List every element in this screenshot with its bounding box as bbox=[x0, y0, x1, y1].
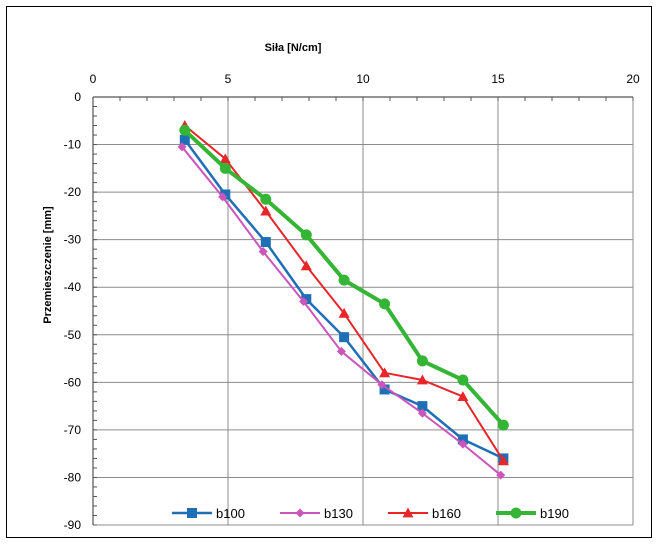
data-point-b190 bbox=[179, 124, 191, 136]
data-point-b130 bbox=[299, 296, 309, 306]
series-b100 bbox=[179, 134, 509, 464]
data-point-b130 bbox=[377, 380, 387, 390]
legend-marker bbox=[187, 508, 197, 518]
y-tick-label: 0 bbox=[74, 90, 81, 104]
data-point-b160 bbox=[219, 153, 231, 164]
y-axis-title: Przemieszczenie [mm] bbox=[42, 206, 54, 324]
data-point-b160 bbox=[260, 205, 272, 216]
x-tick-label: 10 bbox=[356, 72, 370, 86]
legend-item-b130: b130 bbox=[280, 506, 353, 521]
data-point-b160 bbox=[300, 260, 312, 271]
data-point-b100 bbox=[339, 332, 350, 343]
x-axis-title: Siła [N/cm] bbox=[265, 42, 322, 54]
legend-marker bbox=[510, 507, 522, 519]
gridlines bbox=[92, 96, 634, 526]
data-point-b190 bbox=[497, 419, 509, 431]
data-point-b100 bbox=[260, 237, 271, 248]
legend-marker bbox=[402, 507, 414, 518]
legend-label: b130 bbox=[324, 506, 353, 521]
data-point-b160 bbox=[338, 307, 350, 318]
series-b190 bbox=[179, 124, 509, 431]
x-tick-label: 0 bbox=[90, 72, 97, 86]
y-tick-label: -70 bbox=[64, 423, 82, 437]
data-point-b130 bbox=[417, 408, 427, 418]
data-point-b100 bbox=[417, 401, 428, 412]
x-tick-label: 5 bbox=[225, 72, 232, 86]
line-chart: Siła [N/cm] Przemieszczenie [mm] 0 5 10 15 2… bbox=[42, 42, 640, 532]
data-point-b160 bbox=[379, 367, 391, 378]
series-b130 bbox=[177, 142, 506, 480]
x-tick-label: 15 bbox=[491, 72, 505, 86]
legend-item-b100: b100 bbox=[172, 506, 245, 521]
data-point-b130 bbox=[336, 346, 346, 356]
y-tick-label: -20 bbox=[64, 185, 82, 199]
data-point-b190 bbox=[379, 298, 391, 310]
x-tick-label: 20 bbox=[626, 72, 640, 86]
legend-item-b190: b190 bbox=[496, 506, 569, 521]
data-point-b130 bbox=[458, 439, 468, 449]
tick-labels: 0 5 10 15 20 0 -10 -20 -30 -40 -50 -60 -70 -80 -90 bbox=[64, 72, 640, 532]
y-tick-label: -10 bbox=[64, 138, 82, 152]
y-tick-label: -30 bbox=[64, 233, 82, 247]
legend-label: b100 bbox=[216, 506, 245, 521]
y-tick-label: -50 bbox=[64, 328, 82, 342]
y-tick-label: -90 bbox=[64, 518, 82, 532]
data-point-b100 bbox=[379, 384, 390, 395]
data-point-b160 bbox=[416, 374, 428, 385]
data-point-b100 bbox=[220, 189, 231, 200]
legend-marker bbox=[295, 508, 305, 518]
data-point-b190 bbox=[457, 374, 469, 386]
data-point-b100 bbox=[457, 434, 468, 445]
data-point-b100 bbox=[301, 294, 312, 305]
legend-item-b160: b160 bbox=[388, 506, 461, 521]
legend-label: b190 bbox=[540, 506, 569, 521]
legend-label: b160 bbox=[432, 506, 461, 521]
data-point-b130 bbox=[496, 470, 506, 480]
data-point-b100 bbox=[179, 134, 190, 145]
data-point-b160 bbox=[497, 455, 509, 466]
y-tick-label: -40 bbox=[64, 280, 82, 294]
y-tick-label: -60 bbox=[64, 375, 82, 389]
data-point-b190 bbox=[260, 193, 272, 205]
data-point-b190 bbox=[219, 162, 231, 174]
data-point-b130 bbox=[218, 192, 228, 202]
data-point-b190 bbox=[300, 229, 312, 241]
axes bbox=[92, 96, 634, 526]
series-group bbox=[177, 120, 509, 480]
series-line-b100 bbox=[183, 139, 504, 460]
data-point-b160 bbox=[457, 391, 469, 401]
y-tick-label: -80 bbox=[64, 470, 82, 484]
legend: b100 b130 b160 b190 bbox=[172, 506, 569, 521]
data-point-b190 bbox=[338, 274, 350, 286]
data-point-b130 bbox=[177, 142, 187, 152]
chart-frame: Siła [N/cm] Przemieszczenie [mm] 0 5 10 15 2… bbox=[6, 6, 652, 538]
data-point-b190 bbox=[416, 355, 428, 367]
data-point-b130 bbox=[258, 247, 268, 257]
